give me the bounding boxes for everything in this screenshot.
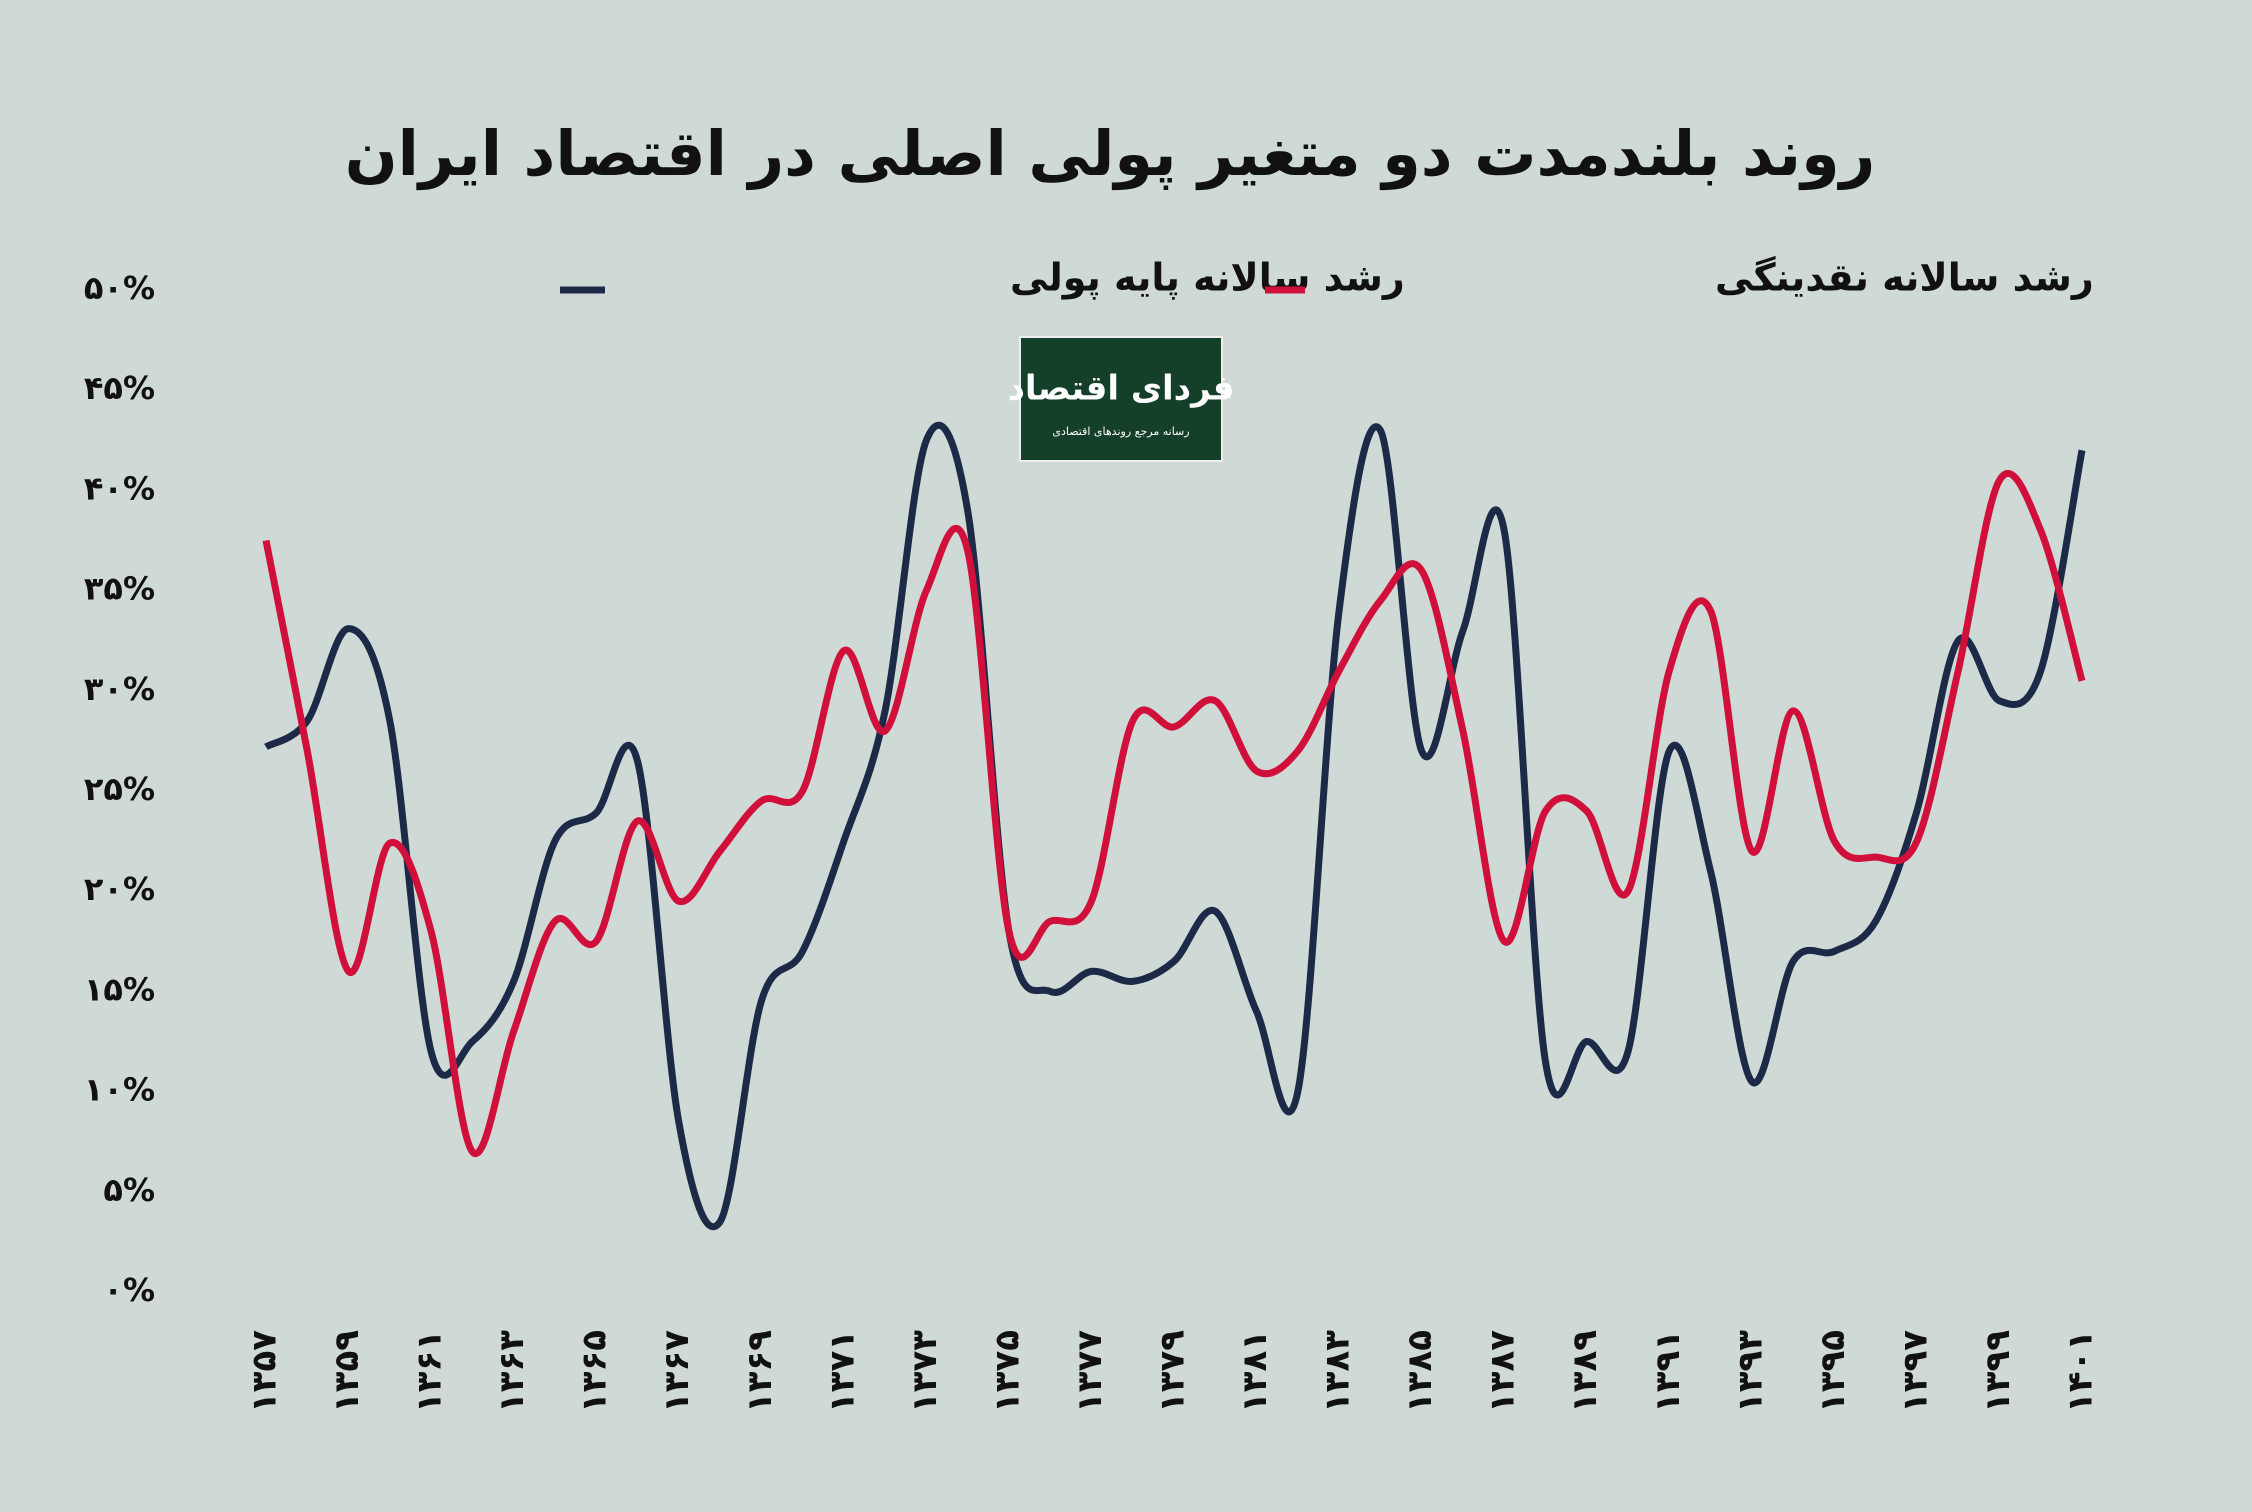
y-tick-label: ۱۰% [84, 1071, 155, 1109]
x-tick-label: ۱۳۷۹ [1153, 1330, 1193, 1413]
x-tick-label: ۱۳۶۱ [410, 1330, 450, 1413]
x-tick-label: ۱۳۷۵ [987, 1330, 1027, 1413]
y-tick-label: ۱۵% [84, 970, 155, 1008]
y-tick-label: ۳۵% [84, 570, 155, 608]
x-tick-label: ۱۳۸۳ [1318, 1330, 1358, 1413]
x-tick-label: ۱۳۹۳ [1730, 1330, 1770, 1413]
x-tick-label: ۱۳۶۳ [492, 1330, 532, 1413]
y-tick-label: ۵۰% [84, 269, 155, 307]
x-tick-label: ۱۳۸۵ [1400, 1330, 1440, 1413]
x-tick-label: ۱۳۷۱ [822, 1330, 862, 1413]
x-tick-label: ۱۳۸۱ [1235, 1330, 1275, 1413]
y-tick-label: ۲۵% [84, 770, 155, 808]
legend-label: رشد سالانه نقدینگی [1715, 256, 2094, 300]
x-tick-label: ۱۳۶۷ [657, 1330, 697, 1413]
x-tick-label: ۱۳۹۵ [1813, 1330, 1853, 1413]
x-tick-label: ۱۳۵۷ [245, 1330, 285, 1413]
logo-tagline: رسانه مرجع روندهای اقتصادی [1052, 425, 1189, 438]
logo-name: فردای اقتصاد [1007, 369, 1234, 409]
y-tick-label: ۵% [103, 1171, 155, 1209]
y-tick-label: ۴۵% [84, 369, 155, 407]
chart-title: روند بلندمدت دو متغیر پولی اصلی در اقتصا… [345, 117, 1876, 190]
x-tick-label: ۱۳۸۷ [1483, 1330, 1523, 1413]
x-tick-label: ۱۳۹۷ [1895, 1330, 1935, 1413]
y-tick-label: ۰% [103, 1271, 155, 1309]
logo-box [1019, 336, 1223, 462]
x-tick-label: ۱۳۸۹ [1565, 1330, 1605, 1413]
legend-label: رشد سالانه پایه پولی [1010, 256, 1405, 300]
y-tick-label: ۴۰% [84, 469, 155, 507]
y-tick-label: ۳۰% [84, 670, 155, 708]
series-line [262, 470, 2086, 1158]
x-tick-label: ۱۳۹۹ [1978, 1330, 2018, 1413]
x-tick-label: ۱۳۵۹ [327, 1330, 367, 1413]
x-tick-label: ۱۳۷۷ [1070, 1330, 1110, 1413]
y-tick-label: ۲۰% [84, 870, 155, 908]
x-tick-label: ۱۳۶۵ [575, 1330, 615, 1413]
x-tick-label: ۱۳۷۳ [905, 1330, 945, 1413]
x-tick-label: ۱۳۹۱ [1648, 1330, 1688, 1413]
x-tick-label: ۱۴۰۱ [2061, 1330, 2101, 1413]
series-line [264, 421, 2086, 1231]
x-tick-label: ۱۳۶۹ [740, 1330, 780, 1413]
